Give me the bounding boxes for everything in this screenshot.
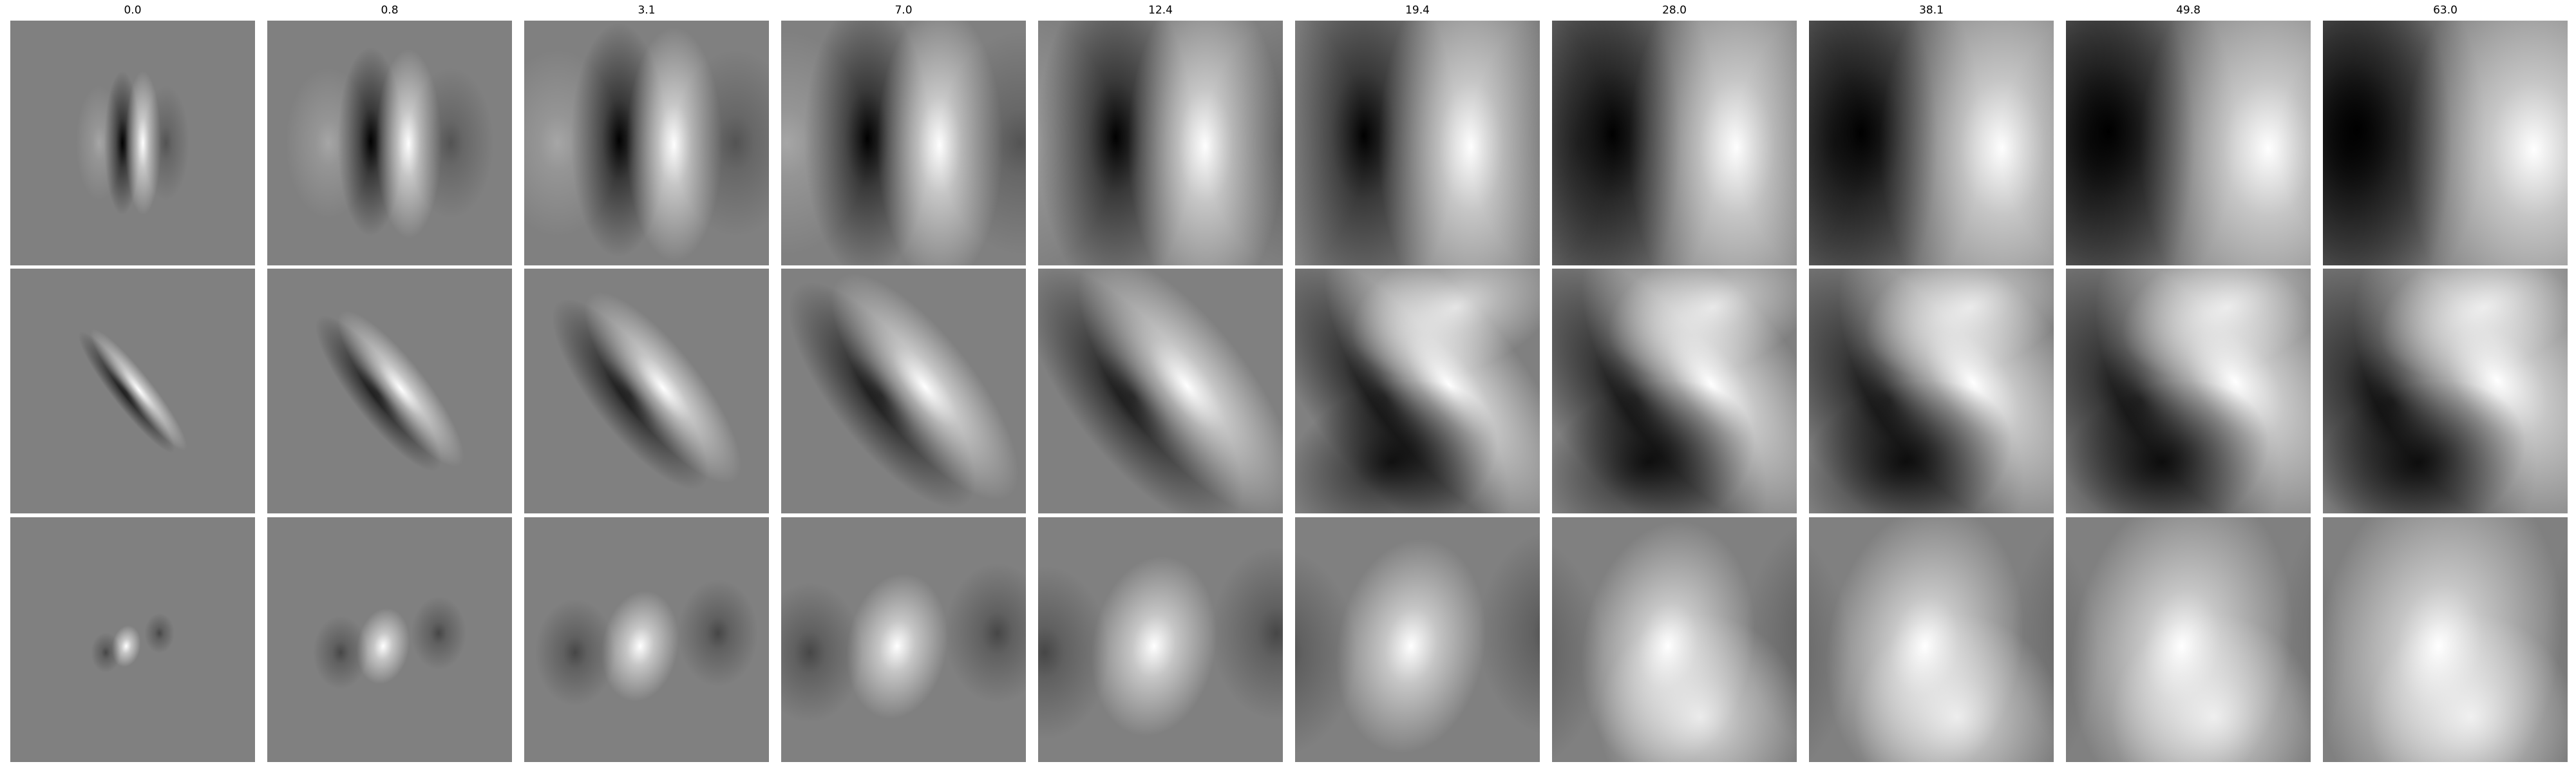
filter-image [267, 21, 512, 265]
filter-image [1295, 269, 1540, 513]
column-label: 7.0 [895, 4, 913, 17]
column-label: 38.1 [1919, 4, 1944, 17]
filter-panel [1295, 517, 1540, 762]
filter-image [1038, 269, 1283, 513]
filter-image [781, 21, 1026, 265]
filter-panel [267, 269, 512, 513]
filter-image [524, 269, 769, 513]
filter-image [2323, 21, 2568, 265]
filter-panel [524, 517, 769, 762]
filter-image [1295, 517, 1540, 762]
filter-image [2323, 517, 2568, 762]
filter-panel [267, 517, 512, 762]
filter-image [1809, 21, 2054, 265]
filter-image [1038, 21, 1283, 265]
filter-panel [10, 269, 255, 513]
filter-image [1295, 21, 1540, 265]
filter-panel [2323, 269, 2568, 513]
filter-image [781, 517, 1026, 762]
filter-panel [781, 517, 1026, 762]
filter-image [1552, 517, 1797, 762]
filter-panel [524, 21, 769, 265]
filter-image [10, 517, 255, 762]
filter-panel [1809, 517, 2054, 762]
filter-panel [10, 21, 255, 265]
filter-panel [2066, 517, 2311, 762]
column-label: 3.1 [638, 4, 656, 17]
filter-image [524, 517, 769, 762]
filter-image [2066, 517, 2311, 762]
filter-image [1038, 517, 1283, 762]
filter-image [10, 269, 255, 513]
filter-panel [2066, 21, 2311, 265]
filter-panel [1295, 21, 1540, 265]
filter-panel [267, 21, 512, 265]
filter-image [2066, 21, 2311, 265]
filter-image [267, 517, 512, 762]
filter-panel [2066, 269, 2311, 513]
filter-image [781, 269, 1026, 513]
filter-panel [10, 517, 255, 762]
column-label: 12.4 [1148, 4, 1173, 17]
filter-image [1809, 517, 2054, 762]
filter-panel [781, 269, 1026, 513]
filter-image [10, 21, 255, 265]
filter-panel [781, 21, 1026, 265]
filter-image [267, 269, 512, 513]
column-label: 49.8 [2176, 4, 2201, 17]
filter-image [2323, 269, 2568, 513]
filter-panel [2323, 517, 2568, 762]
column-label: 0.0 [124, 4, 142, 17]
filter-panel [1038, 517, 1283, 762]
filter-image [1809, 269, 2054, 513]
filter-panel [1552, 517, 1797, 762]
filter-panel [1809, 269, 2054, 513]
filter-panel [1552, 21, 1797, 265]
filter-panel [524, 269, 769, 513]
filter-panel [1552, 269, 1797, 513]
filter-panel [1038, 269, 1283, 513]
filter-image [524, 21, 769, 265]
filter-image [1552, 269, 1797, 513]
filter-panel [1038, 21, 1283, 265]
filter-panel [2323, 21, 2568, 265]
filter-panel [1295, 269, 1540, 513]
column-label: 63.0 [2433, 4, 2458, 17]
filter-panel [1809, 21, 2054, 265]
filter-image [1552, 21, 1797, 265]
column-label: 28.0 [1662, 4, 1687, 17]
column-label: 0.8 [381, 4, 399, 17]
column-label: 19.4 [1405, 4, 1430, 17]
filter-image [2066, 269, 2311, 513]
